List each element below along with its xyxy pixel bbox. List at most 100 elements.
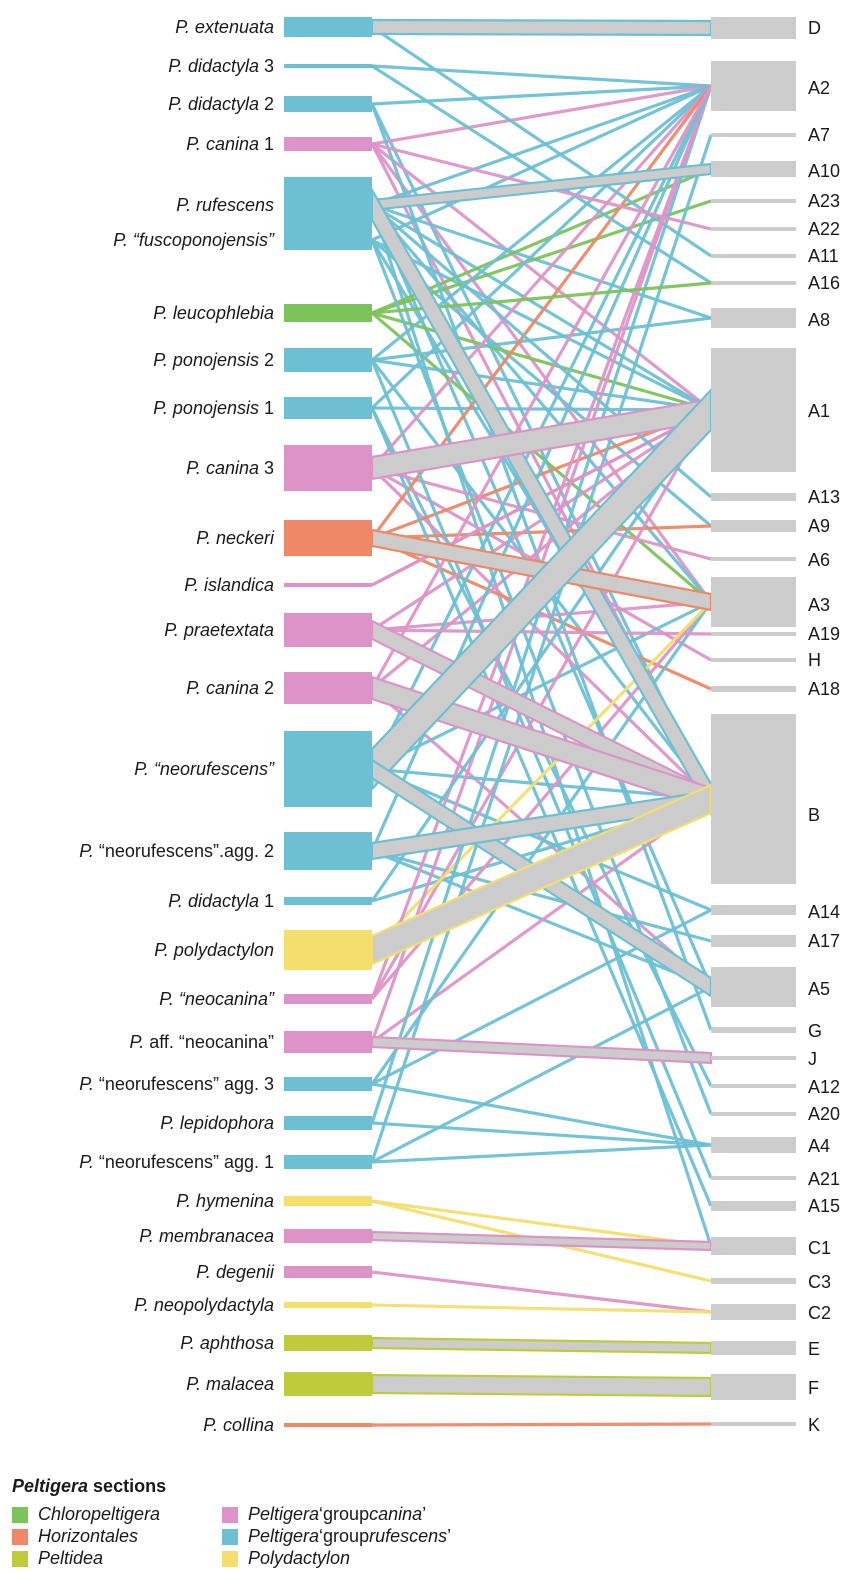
symbiont-bar-C3 — [711, 1278, 796, 1284]
symbiont-bar-A6 — [711, 557, 796, 561]
link-25-30 — [371, 1270, 712, 1314]
symbiont-label-F: F — [808, 1378, 819, 1398]
symbiont-bar-D — [711, 17, 796, 39]
symbiont-bar-A16 — [711, 281, 796, 285]
symbiont-label-A13: A13 — [808, 487, 840, 507]
link-12-13 — [371, 600, 712, 632]
symbiont-label-A8: A8 — [808, 310, 830, 330]
link-22-20 — [371, 985, 712, 1164]
symbiont-bar-A23 — [711, 199, 796, 203]
taxon-label: P. collina — [203, 1415, 274, 1435]
symbiont-bar-A2 — [711, 61, 796, 111]
link-7-26 — [370, 359, 713, 1179]
link-20-13 — [370, 601, 713, 1085]
taxon-label-italic: P. membranacea — [139, 1226, 274, 1246]
symbiont-bar-A22 — [711, 227, 796, 231]
symbiont-bar-A1 — [711, 348, 796, 472]
taxon-bar-13 — [284, 672, 372, 704]
symbiont-label-A5: A5 — [808, 979, 830, 999]
link-4-9 — [371, 203, 712, 412]
taxon-label-italic: P. “neocanina” — [159, 989, 275, 1009]
taxon-label-italic: P. — [79, 1074, 94, 1094]
taxon-label-italic: P. — [79, 841, 94, 861]
link-6-13 — [370, 311, 713, 604]
link-22-2 — [370, 134, 713, 1163]
taxon-bar-7 — [284, 348, 372, 372]
taxon-label: P. extenuata — [175, 17, 274, 37]
symbiont-label-A10: A10 — [808, 161, 840, 181]
symbiont-bar-A5 — [711, 967, 796, 1007]
link-6-9 — [371, 311, 712, 412]
link-15-19 — [371, 849, 712, 943]
symbiont-bar-A19 — [711, 632, 796, 636]
taxon-bar-9 — [284, 445, 372, 491]
legend-swatch-rufescens — [222, 1528, 238, 1545]
taxon-label-italic: P. “neorufescens” — [134, 759, 275, 779]
legend-item-polydactylon: Polydactylon — [222, 1548, 350, 1569]
legend-label-part: ‘group — [319, 1526, 370, 1546]
legend-swatch-horizontales — [12, 1528, 28, 1545]
taxon-label-italic: P. didactyla — [168, 56, 259, 76]
link-22-25 — [371, 1143, 712, 1164]
taxon-label: P. polydactylon — [154, 940, 274, 960]
taxon-label-plain: 3 — [259, 56, 274, 76]
symbiont-label-H: H — [808, 650, 821, 670]
legend-label-part: ‘group — [319, 1504, 370, 1524]
symbiont-label-A11: A11 — [808, 246, 839, 266]
taxon-label: P. degenii — [196, 1262, 275, 1282]
legend-title: Peltigera sections — [12, 1476, 167, 1496]
taxon-bar-1 — [284, 64, 372, 68]
taxon-label-italic: P. polydactylon — [154, 940, 274, 960]
symbiont-bar-A11 — [711, 254, 796, 258]
link-3-13 — [370, 143, 713, 603]
taxon-label: P. didactyla 2 — [168, 94, 274, 114]
legend: Peltigera sections Chloropeltigera Horiz… — [8, 1474, 848, 1570]
symbiont-label-C1: C1 — [808, 1238, 831, 1258]
symbiont-bar-A10 — [711, 161, 796, 177]
link-23-28 — [371, 1199, 712, 1248]
taxon-label: P. aff. “neocanina” — [130, 1032, 274, 1052]
taxon-bar-18 — [284, 994, 372, 1004]
legend-label-part: canina — [369, 1504, 423, 1524]
legend-label-part: ’ — [447, 1526, 452, 1546]
symbiont-labels: D A2 A7 A10 A23 A22 A11 A16 A8 A1 A13 A9 A6 A3 A19 H A18… — [808, 18, 840, 1435]
taxon-label-italic: P. ponojensis — [153, 350, 259, 370]
link-14-18 — [371, 767, 712, 912]
shared-ribbon-28-32 — [370, 1373, 713, 1398]
shared-ribbon-27-31 — [370, 1336, 713, 1355]
taxon-label-italic: P. rufescens — [176, 195, 274, 215]
taxon-label-italic: P. aphthosa — [180, 1333, 274, 1353]
symbiont-bar-A8 — [711, 308, 796, 328]
taxon-label-plain: 3 — [259, 458, 274, 478]
legend-label: Peltigera — [248, 1504, 320, 1524]
taxon-label-plain: “neorufescens” agg. 3 — [94, 1074, 274, 1094]
symbiont-label-K: K — [808, 1415, 820, 1435]
taxon-label: P. canina 1 — [186, 134, 274, 154]
taxon-label-plain: 1 — [259, 891, 274, 911]
taxon-label: P. malacea — [186, 1374, 274, 1394]
taxon-label: P. ponojensis 1 — [153, 398, 274, 418]
symbiont-bar-C1 — [711, 1237, 796, 1255]
taxon-bar-25 — [284, 1266, 372, 1278]
symbiont-label-A14: A14 — [808, 902, 840, 922]
taxon-bar-26 — [284, 1302, 372, 1308]
taxon-label: P. neopolydactyla — [134, 1295, 274, 1315]
taxon-label: P. membranacea — [139, 1226, 274, 1246]
taxon-bar-5 — [284, 230, 372, 250]
taxon-label-italic: P. neopolydactyla — [134, 1295, 274, 1315]
taxon-label-italic: P. — [130, 1032, 145, 1052]
symbiont-label-C3: C3 — [808, 1272, 831, 1292]
legend-label-part: ’ — [422, 1504, 427, 1524]
symbiont-bar-E — [711, 1341, 796, 1355]
taxon-label: P. lepidophora — [160, 1113, 274, 1133]
taxon-label-italic: P. neckeri — [196, 528, 275, 548]
taxon-label: P. aphthosa — [180, 1333, 274, 1353]
taxon-label-italic: P. — [79, 1152, 94, 1172]
symbiont-bar-A18 — [711, 686, 796, 692]
taxon-label: P. “neorufescens” agg. 3 — [79, 1074, 274, 1094]
symbiont-bar-A15 — [711, 1201, 796, 1211]
taxon-label-italic: P. degenii — [196, 1262, 275, 1282]
legend-item-group-canina: Peltigera ‘group canina’ — [222, 1504, 426, 1525]
link-1-1 — [371, 64, 712, 88]
taxon-label: P. islandica — [184, 575, 274, 595]
